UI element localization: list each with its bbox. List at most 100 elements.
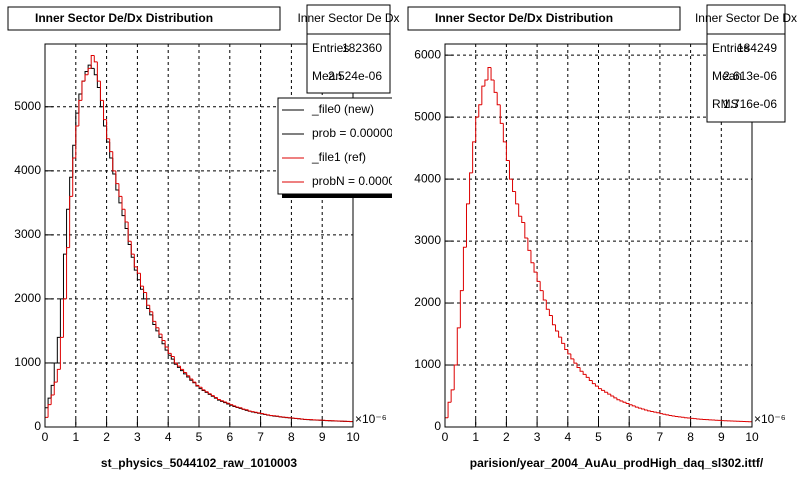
- histogram-bin: [118, 183, 122, 197]
- chart-title: Inner Sector De/Dx Distribution: [435, 11, 613, 25]
- histogram-bin: [72, 157, 76, 197]
- x-tick-label: 6: [226, 430, 233, 444]
- histogram-bin: [223, 400, 227, 403]
- histogram-bin: [650, 410, 654, 413]
- histogram-bin: [220, 399, 224, 402]
- histogram-bin: [631, 404, 636, 407]
- histogram-bin: [555, 324, 559, 332]
- legend-label: prob = 0.000000: [312, 126, 400, 140]
- x-tick-label: 7: [257, 430, 264, 444]
- stats-label: Entries: [312, 41, 349, 55]
- histogram-bin: [53, 362, 58, 386]
- stats-value: 2.613e-06: [723, 69, 777, 83]
- histogram-bin: [573, 358, 578, 364]
- chart-title: Inner Sector De/Dx Distribution: [35, 11, 213, 25]
- histogram-bin: [170, 353, 175, 358]
- x-tick-label: 9: [319, 430, 326, 444]
- stats-label: Entries: [712, 41, 749, 55]
- histogram-bin: [130, 241, 135, 255]
- histogram-bin: [551, 315, 556, 326]
- x-tick-label: 0: [42, 430, 49, 444]
- histogram-bin: [665, 414, 670, 416]
- histogram-bin: [653, 411, 657, 413]
- histogram-bin: [50, 384, 55, 399]
- histogram-bin: [62, 298, 67, 338]
- histogram-bin: [56, 368, 61, 383]
- histogram-bin: [453, 364, 458, 390]
- histogram-bin: [183, 369, 187, 374]
- y-tick-label: 3000: [414, 233, 441, 247]
- histogram-bin: [616, 397, 620, 401]
- histogram-bin: [112, 151, 116, 172]
- histogram-bin: [186, 372, 190, 377]
- x-tick-label: 0: [442, 430, 449, 444]
- x-multiplier: ×10⁻⁶: [355, 412, 387, 426]
- x-multiplier: ×10⁻⁶: [754, 412, 786, 426]
- histogram-bin: [115, 170, 119, 185]
- histogram-bin: [93, 68, 98, 76]
- y-tick-label: 4000: [14, 163, 41, 177]
- histogram-bin: [173, 356, 178, 364]
- histogram-bin: [87, 67, 92, 75]
- y-tick-label: 2000: [14, 291, 41, 305]
- histogram-bin: [493, 79, 498, 93]
- histogram-bin: [585, 374, 590, 378]
- histogram-bin: [167, 346, 172, 354]
- histogram-bin: [561, 337, 565, 344]
- histogram-bin: [56, 336, 61, 363]
- histogram-bin: [591, 380, 596, 385]
- x-tick-label: 2: [503, 430, 510, 444]
- histogram-bin: [637, 407, 642, 409]
- histogram-bin: [253, 411, 258, 413]
- histogram-bin: [536, 272, 541, 282]
- histogram-bin: [521, 216, 525, 223]
- histogram-bin: [47, 404, 52, 418]
- x-tick-label: 2: [103, 430, 110, 444]
- x-tick-label: 1: [72, 430, 79, 444]
- histogram-bin: [133, 254, 138, 268]
- x-tick-label: 6: [626, 430, 633, 444]
- histogram-bin: [66, 208, 70, 255]
- histogram-bin: [90, 55, 95, 69]
- histogram-bin: [229, 403, 233, 406]
- y-tick-label: 0: [34, 419, 41, 433]
- histogram-bin: [545, 299, 550, 310]
- histogram-bin: [106, 119, 110, 140]
- histogram-bin: [530, 250, 535, 264]
- histogram-bin: [459, 290, 464, 328]
- histogram-bin: [121, 196, 126, 210]
- legend-label: _file0 (new): [311, 102, 374, 116]
- histogram-bin: [588, 377, 593, 382]
- histogram-bin: [143, 286, 147, 294]
- y-tick-label: 5000: [414, 109, 441, 123]
- histogram-bin: [527, 237, 531, 251]
- y-tick-label: 1000: [414, 357, 441, 371]
- histogram-bin: [634, 405, 639, 408]
- histogram-bin: [232, 404, 236, 407]
- y-tick-label: 4000: [414, 171, 441, 185]
- histogram-bin: [478, 104, 482, 118]
- histogram-bin: [502, 123, 507, 143]
- histogram-bin: [481, 85, 485, 105]
- plot-frame: [44, 43, 354, 428]
- histogram-bin: [628, 403, 633, 406]
- histogram-bin: [610, 394, 614, 397]
- histogram-bin: [207, 391, 212, 395]
- stats-label: Mean: [312, 69, 342, 83]
- stats-label: Mean: [712, 69, 742, 83]
- stats-value: 184249: [737, 41, 777, 55]
- x-tick-label: 7: [657, 430, 664, 444]
- x-tick-label: 8: [687, 430, 694, 444]
- y-tick-label: 2000: [414, 295, 441, 309]
- histogram-bin: [210, 393, 215, 397]
- histogram-bin: [244, 409, 249, 411]
- histogram-bin: [496, 92, 501, 106]
- histogram-bin: [579, 367, 584, 372]
- histogram-bin: [659, 412, 663, 415]
- histogram-bin: [604, 390, 608, 393]
- histogram-bin: [59, 298, 64, 338]
- y-tick-label: 0: [434, 419, 441, 433]
- histogram-bin: [490, 67, 495, 81]
- histogram-bin: [598, 386, 602, 390]
